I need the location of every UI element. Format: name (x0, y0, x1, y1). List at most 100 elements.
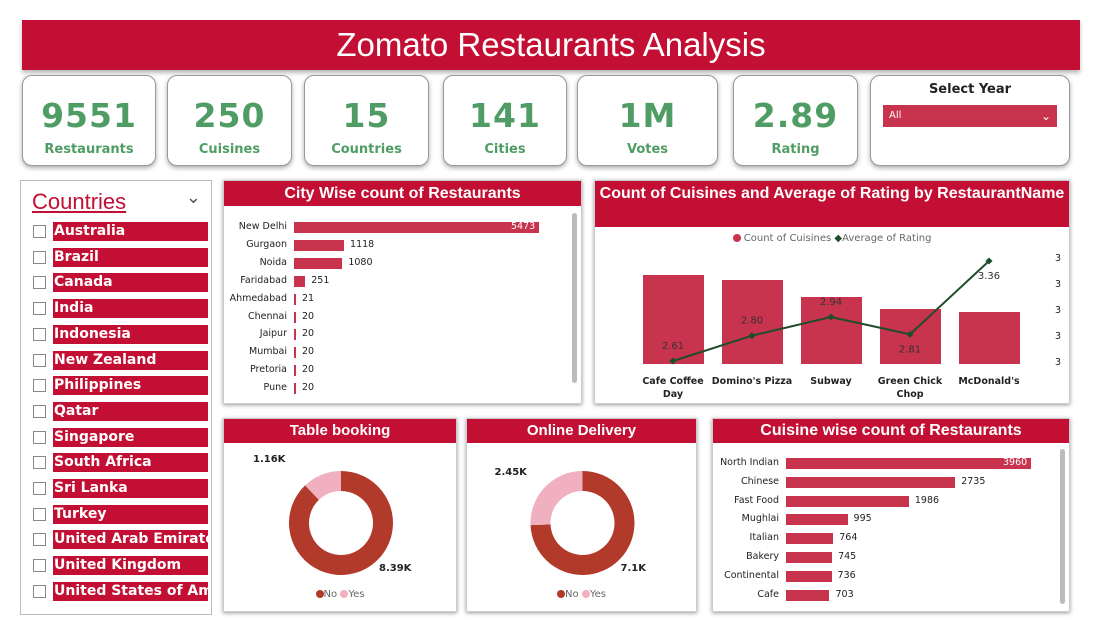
bar[interactable] (786, 476, 956, 488)
legend-yes: Yes (348, 589, 365, 600)
country-item[interactable]: United States of Am... (33, 581, 211, 602)
donut-slice[interactable] (305, 471, 341, 500)
bar-value: 5473 (511, 221, 536, 232)
country-label: United Kingdom (53, 556, 208, 576)
combo-bar[interactable] (801, 297, 862, 364)
y2-tick-label: 3 (1055, 253, 1061, 264)
country-label: New Zealand (53, 350, 208, 370)
checkbox[interactable] (33, 507, 46, 521)
combo-bar[interactable] (959, 312, 1020, 364)
x-tick-label: Subway (810, 376, 852, 387)
bar[interactable] (294, 383, 296, 395)
country-label: South Africa (53, 453, 208, 473)
countries-slicer: Countries ⌄ Australia Brazil Canada India In… (20, 180, 212, 615)
year-select[interactable]: All ⌄ (883, 105, 1057, 127)
scrollbar[interactable] (572, 213, 577, 383)
donut-slice[interactable] (530, 471, 635, 575)
bar[interactable] (786, 514, 848, 526)
bar-label: North Indian (720, 457, 779, 468)
rating-point[interactable] (985, 257, 993, 265)
y2-tick-label: 3 (1055, 279, 1061, 290)
checkbox[interactable] (33, 302, 46, 316)
bar-label: Faridabad (240, 274, 287, 286)
country-item[interactable]: Qatar (33, 401, 211, 422)
bar[interactable] (786, 458, 1031, 469)
donut-legend: No Yes (467, 589, 696, 600)
checkbox[interactable] (33, 533, 46, 547)
country-label: Singapore (53, 427, 208, 447)
bar-value: 20 (302, 328, 315, 340)
year-filter: Select Year All ⌄ (870, 75, 1070, 166)
country-item[interactable]: New Zealand (33, 350, 211, 371)
bar[interactable] (294, 275, 306, 287)
donut-slice[interactable] (289, 471, 393, 575)
bar[interactable] (786, 552, 833, 563)
checkbox[interactable] (33, 482, 46, 495)
checkbox[interactable] (33, 250, 46, 264)
rating-point[interactable] (827, 313, 835, 321)
bar-label: Ahmedabad (229, 292, 287, 304)
country-item[interactable]: Philippines (33, 376, 211, 396)
country-item[interactable]: Singapore (33, 427, 211, 448)
checkbox[interactable] (33, 276, 46, 290)
country-label: Qatar (53, 401, 208, 421)
country-item[interactable]: Australia (33, 222, 211, 242)
checkbox[interactable] (33, 225, 46, 238)
kpi-value: 250 (193, 96, 266, 135)
country-item[interactable]: Turkey (33, 504, 211, 525)
checkbox[interactable] (33, 584, 46, 598)
country-item[interactable]: India (33, 299, 211, 319)
kpi-value: 141 (469, 96, 541, 135)
bar-value: 20 (302, 382, 315, 394)
slice-label-no: 8.39K (379, 563, 412, 574)
bar[interactable] (786, 589, 830, 601)
checkbox[interactable] (33, 559, 46, 573)
bar[interactable] (294, 239, 345, 251)
checkbox[interactable] (33, 430, 46, 444)
checkbox[interactable] (33, 353, 46, 367)
rating-label: 3.36 (978, 271, 1000, 282)
country-item[interactable]: United Arab Emirates (33, 530, 211, 550)
bar-label: Jaipur (259, 328, 287, 340)
country-item[interactable]: South Africa (33, 453, 211, 473)
kpi-label: Cuisines (198, 142, 261, 157)
rating-point[interactable] (669, 357, 677, 365)
legend-count-cuisines: Count of Cuisines (743, 233, 832, 244)
country-item[interactable]: Sri Lanka (33, 479, 211, 499)
bar[interactable] (294, 365, 296, 377)
legend-yes: Yes (589, 589, 606, 600)
bar[interactable] (294, 311, 296, 323)
rating-point[interactable] (748, 332, 756, 340)
bar[interactable] (786, 533, 834, 545)
kpi-card-cuisines: 250 Cuisines (167, 75, 292, 166)
combo-chart: Count of Cuisines and Average of Rating … (594, 180, 1070, 404)
checkbox[interactable] (33, 327, 46, 341)
bar[interactable] (786, 495, 909, 507)
rating-point[interactable] (906, 330, 914, 338)
scrollbar[interactable] (1060, 449, 1065, 604)
checkbox[interactable] (33, 404, 46, 418)
bar[interactable] (294, 257, 343, 269)
bar[interactable] (294, 222, 539, 233)
bar[interactable] (294, 329, 296, 341)
checkbox[interactable] (33, 379, 46, 393)
bar-value: 20 (302, 346, 315, 358)
country-item[interactable]: Indonesia (33, 324, 211, 345)
bar-label: Cafe (757, 588, 779, 600)
checkbox[interactable] (33, 456, 46, 470)
country-item[interactable]: United Kingdom (33, 556, 211, 576)
country-label: Indonesia (53, 324, 208, 344)
bar-value: 736 (837, 569, 856, 581)
bar-value: 21 (302, 292, 315, 304)
combo-bar[interactable] (722, 280, 783, 364)
bar[interactable] (786, 570, 832, 582)
donut-slice[interactable] (530, 471, 583, 526)
combo-bar[interactable] (643, 275, 704, 364)
bar[interactable] (294, 293, 296, 305)
country-item[interactable]: Brazil (33, 247, 211, 268)
country-label: India (53, 299, 208, 319)
country-item[interactable]: Canada (33, 273, 211, 293)
bar[interactable] (294, 347, 296, 359)
chevron-down-icon[interactable]: ⌄ (185, 187, 201, 208)
rating-label: 2.81 (899, 344, 921, 355)
